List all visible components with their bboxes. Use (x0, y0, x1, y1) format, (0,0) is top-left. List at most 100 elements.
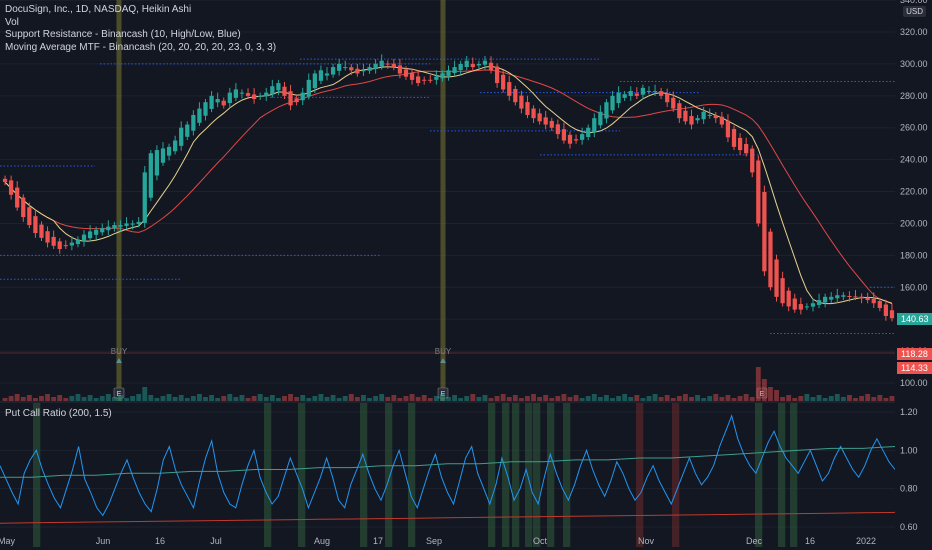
candle-body (173, 140, 178, 152)
volume-bar (166, 394, 172, 401)
volume-bar (682, 394, 688, 401)
candle-body (798, 304, 803, 310)
candle-body (367, 67, 372, 71)
volume-bar (658, 397, 664, 401)
candle-body (233, 89, 239, 98)
candle-body (391, 63, 396, 68)
candle-body (537, 113, 542, 122)
pcr-highlight-band (264, 403, 272, 547)
volume-bar (391, 395, 397, 401)
pcr-tick-label: 0.80 (900, 484, 918, 494)
volume-bar (415, 397, 421, 401)
date-axis[interactable]: May Jun 16 Jul Aug 17 Sep Oct Nov Dec 16 2022 (0, 536, 876, 546)
volume-bar (707, 396, 713, 401)
candle-body (555, 124, 560, 135)
pcr-highlight-band (512, 403, 520, 547)
volume-bar (670, 398, 676, 401)
candle-body (513, 88, 518, 103)
symbol-title[interactable]: DocuSign, Inc., 1D, NASDAQ, Heikin Ashi (5, 4, 192, 15)
volume-bar (421, 395, 427, 401)
pcr-tick-label: 0.60 (900, 522, 918, 532)
candle-body (671, 97, 676, 109)
volume-bar (14, 394, 20, 401)
volume-bar (93, 398, 99, 401)
candle-body (45, 231, 50, 243)
candle-body (804, 306, 810, 308)
date-tick-label: Oct (533, 536, 548, 546)
volume-bar (81, 397, 87, 401)
volume-bar (397, 398, 403, 401)
volume-bar (482, 395, 488, 401)
candle-body (756, 160, 761, 224)
candle-body (507, 82, 512, 96)
candle-body (683, 110, 688, 122)
volume-bar (269, 395, 275, 401)
candle-body (318, 70, 324, 81)
price-tick-label: 200.00 (900, 218, 928, 228)
candle-body (385, 63, 390, 65)
volume-bar (275, 398, 281, 401)
earnings-marker (756, 387, 768, 399)
volume-bar (488, 398, 494, 401)
volume-bar (39, 396, 44, 401)
volume-bar (871, 397, 877, 401)
earnings-marker-label: E (760, 391, 765, 398)
volume-indicator-label[interactable]: Vol (5, 16, 19, 28)
earnings-marker-label: E (117, 391, 122, 398)
candle-body (580, 134, 585, 140)
volume-bar (8, 396, 14, 401)
candle-body (889, 310, 895, 319)
volume-bar (774, 390, 779, 401)
candle-body (343, 67, 348, 69)
buy-signal-band (440, 0, 446, 401)
volume-bar (209, 395, 215, 401)
volume-bar (737, 396, 743, 401)
volume-bar (227, 394, 233, 401)
volume-bar (786, 395, 792, 401)
candle-body (731, 128, 737, 147)
candle-body (403, 69, 409, 77)
pcr-line (0, 414, 896, 517)
currency-badge[interactable]: USD (903, 6, 926, 17)
volume-bar (676, 396, 682, 401)
price-badge-label: 114.33 (901, 363, 928, 373)
support-resistance-indicator-label[interactable]: Support Resistance - Binancash (10, High… (5, 29, 241, 40)
candle-body (877, 301, 882, 309)
pcr-indicator-label[interactable]: Put Call Ratio (200, 1.5) (5, 408, 112, 419)
volume-bar (26, 395, 32, 401)
candle-body (853, 296, 858, 298)
price-tick-label: 180.00 (900, 250, 928, 260)
volume-bar (640, 398, 646, 401)
candle-body (434, 76, 439, 80)
date-tick-label: 16 (805, 536, 815, 546)
volume-bar (197, 394, 202, 401)
earnings-marker-label: E (441, 391, 446, 398)
volume-bar (190, 396, 196, 401)
candle-body (440, 73, 445, 79)
date-tick-label: Dec (746, 536, 763, 546)
price-tick-label: 260.00 (900, 123, 928, 133)
price-axis[interactable]: 340.00 320.00 300.00 280.00 260.00 240.00 220.… (895, 0, 932, 550)
candle-body (282, 86, 287, 96)
volume-bar (118, 395, 123, 401)
moving-average-indicator-label[interactable]: Moving Average MTF - Binancash (20, 20, … (5, 41, 277, 53)
candle-body (725, 120, 731, 138)
candle-body (501, 74, 506, 90)
volume-bar (409, 394, 415, 401)
pcr-baseline (0, 511, 896, 524)
put-call-ratio-pane (0, 403, 896, 547)
pcr-highlight-band (525, 403, 533, 547)
candle-body (768, 231, 773, 288)
volume-bar (731, 398, 737, 401)
candle-body (209, 95, 214, 109)
candle-body (185, 124, 190, 137)
candle-body (306, 79, 311, 97)
volume-bar (427, 398, 433, 401)
candle-body (774, 259, 779, 297)
candle-body (786, 290, 791, 307)
candle-body (859, 296, 864, 299)
earnings-marker (437, 387, 449, 399)
date-tick-label: Nov (638, 536, 655, 546)
volume-bar (385, 397, 391, 401)
